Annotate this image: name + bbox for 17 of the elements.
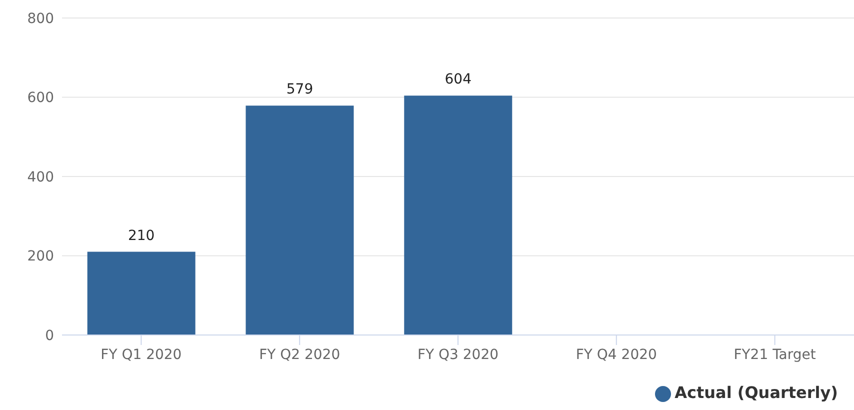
- y-tick-label: 600: [27, 90, 54, 106]
- x-tick-label: FY Q4 2020: [576, 346, 657, 363]
- x-tick-label: FY Q1 2020: [100, 346, 182, 363]
- y-tick-label: 800: [27, 10, 54, 27]
- x-tick-label: FY Q3 2020: [417, 346, 499, 363]
- data-label: 604: [444, 72, 472, 88]
- data-label: 210: [128, 228, 155, 244]
- bar: [404, 96, 512, 335]
- bar: [246, 106, 354, 335]
- y-tick-label: 0: [45, 328, 54, 344]
- legend-label: Actual (Quarterly): [674, 383, 838, 402]
- y-tick-label: 200: [27, 248, 54, 265]
- bar: [87, 252, 196, 335]
- y-tick-label: 400: [27, 169, 54, 186]
- x-tick-label: FY21 Target: [734, 346, 816, 363]
- x-tick-label: FY Q2 2020: [259, 346, 340, 363]
- data-label: 579: [286, 82, 314, 98]
